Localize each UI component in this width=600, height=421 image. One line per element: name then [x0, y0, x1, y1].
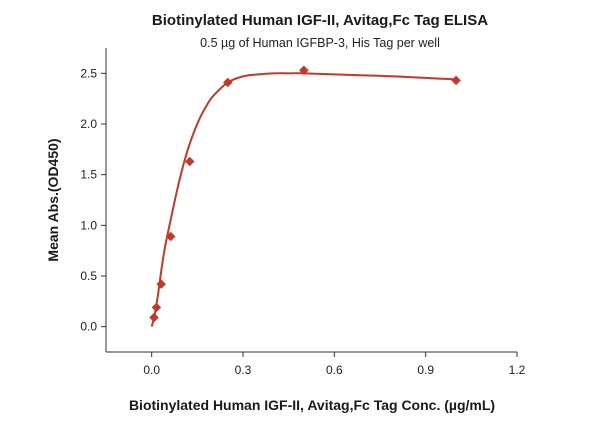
data-point: [299, 65, 309, 76]
x-tick-label: 0.6: [326, 363, 343, 377]
x-axis-label: Biotinylated Human IGF-II, Avitag,Fc Tag…: [129, 397, 495, 413]
x-tick-label: 0.3: [235, 363, 252, 377]
x-ticks: 0.0 0.3 0.6 0.9 1.2: [143, 352, 526, 377]
data-point: [165, 231, 176, 242]
data-point: [451, 75, 461, 86]
y-tick-label: 2.5: [80, 66, 97, 80]
data-point: [156, 279, 167, 289]
data-point: [151, 302, 162, 313]
chart-title: Biotinylated Human IGF-II, Avitag,Fc Tag…: [152, 12, 488, 29]
chart-subtitle: 0.5 µg of Human IGFBP-3, His Tag per wel…: [200, 36, 440, 50]
data-points: [149, 65, 461, 323]
y-tick-label: 2.0: [80, 117, 97, 131]
x-tick-label: 0.9: [417, 363, 434, 377]
y-tick-label: 1.5: [80, 168, 97, 182]
fit-curve: [150, 72, 457, 327]
data-point: [222, 77, 233, 88]
data-point: [184, 156, 195, 167]
x-tick-label: 0.0: [143, 363, 160, 377]
y-tick-label: 1.0: [80, 218, 97, 232]
y-tick-label: 0.0: [80, 320, 97, 334]
y-ticks: 0.0 0.5 1.0 1.5 2.0 2.5: [80, 66, 106, 334]
y-tick-label: 0.5: [80, 269, 97, 283]
x-tick-label: 1.2: [509, 363, 526, 377]
data-point: [149, 312, 159, 323]
y-axis-label: Mean Abs.(OD450): [45, 138, 61, 261]
axes: [105, 48, 517, 353]
